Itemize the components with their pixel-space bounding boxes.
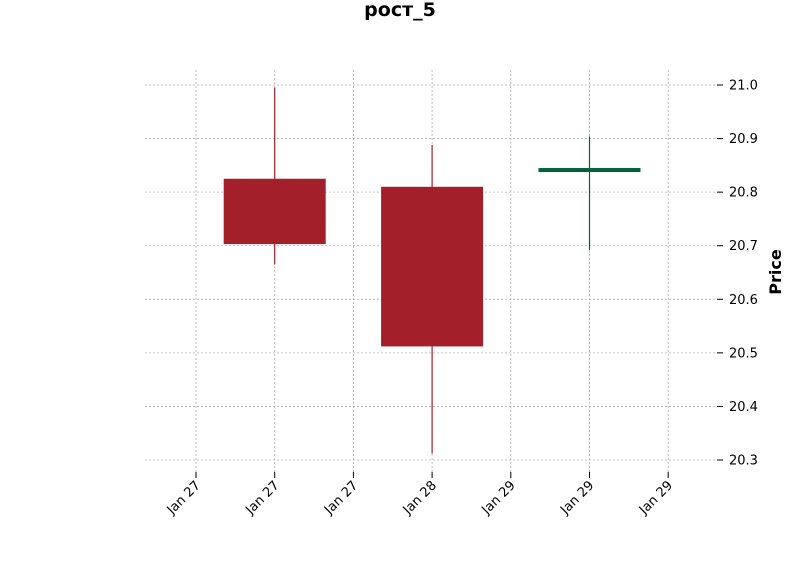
y-axis: 20.3 20.4 20.5 20.6 20.7 20.8 20.9 21.0 (717, 79, 758, 469)
y-tick-label: 20.8 (729, 186, 758, 201)
x-tick-label: Jan 27 (164, 478, 204, 518)
x-tick-label: Jan 29 (557, 478, 597, 518)
x-tick-label: Jan 27 (242, 478, 282, 518)
x-tick-label: Jan 28 (400, 478, 440, 518)
x-tick-label: Jan 27 (321, 478, 361, 518)
candle-body (223, 178, 326, 245)
candle (223, 87, 326, 265)
candle-body (538, 168, 641, 173)
y-tick-label: 21.0 (729, 79, 758, 94)
chart-title: рост_5 (364, 0, 436, 21)
y-tick-label: 20.5 (729, 346, 758, 361)
y-tick-label: 20.4 (729, 400, 758, 415)
candles (223, 87, 641, 454)
y-tick-label: 20.3 (729, 454, 758, 469)
candle (381, 145, 484, 454)
candle (538, 136, 641, 250)
y-tick-label: 20.6 (729, 293, 758, 308)
y-tick-label: 20.9 (729, 132, 758, 147)
x-tick-label: Jan 29 (636, 478, 676, 518)
x-axis: Jan 27 Jan 27 Jan 27 Jan 28 Jan 29 Jan 29 Jan … (164, 472, 676, 518)
x-tick-label: Jan 29 (479, 478, 519, 518)
y-tick-label: 20.7 (729, 239, 758, 254)
y-axis-label: Price (766, 249, 785, 295)
candle-body (381, 186, 484, 347)
